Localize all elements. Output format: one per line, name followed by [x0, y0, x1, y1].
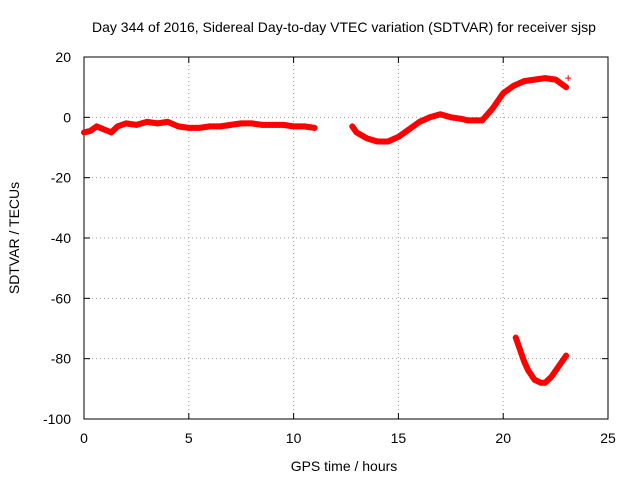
- data-point: [105, 128, 112, 135]
- data-point: [363, 135, 370, 142]
- data-point: [432, 112, 439, 119]
- data-point: [510, 82, 517, 89]
- data-point: [96, 124, 103, 131]
- x-tick-label: 5: [185, 430, 193, 446]
- data-point: [114, 123, 121, 130]
- y-tick-label: -60: [51, 290, 71, 306]
- y-tick-label: -20: [51, 170, 71, 186]
- data-point: [371, 137, 378, 144]
- x-tick-label: 15: [391, 430, 407, 446]
- data-point: [426, 114, 433, 121]
- data-point: [99, 125, 106, 132]
- data-point: [416, 118, 423, 125]
- axis-ticks: 0 5 10 15 20 25 -100 -80 -60 -40 -20 0 20: [43, 49, 616, 446]
- series-outliers: [565, 75, 572, 82]
- y-tick-label: -40: [51, 230, 71, 246]
- chart-title: Day 344 of 2016, Sidereal Day-to-day VTE…: [92, 19, 596, 35]
- x-tick-label: 0: [80, 430, 88, 446]
- series-mid: [349, 75, 570, 145]
- data-point: [520, 355, 527, 362]
- grid-lines: [84, 57, 608, 419]
- x-tick-label: 10: [286, 430, 302, 446]
- data-point: [392, 135, 399, 142]
- data-point: [514, 340, 521, 347]
- data-point: [311, 124, 318, 131]
- x-tick-label: 20: [495, 430, 511, 446]
- data-point: [563, 352, 570, 359]
- data-point: [351, 126, 358, 133]
- y-tick-label: 20: [55, 49, 71, 65]
- data-point: [442, 112, 449, 119]
- data-point: [349, 123, 356, 130]
- data-marks: [81, 75, 572, 386]
- data-point: [164, 118, 171, 125]
- data-point: [387, 137, 394, 144]
- data-point: [84, 128, 91, 135]
- y-axis-label: SDTVAR / TECUs: [6, 182, 22, 294]
- series-low: [512, 334, 570, 386]
- data-point: [512, 334, 519, 341]
- data-point: [429, 113, 436, 120]
- data-point: [516, 346, 523, 353]
- data-point: [136, 121, 143, 128]
- data-point: [563, 84, 570, 91]
- data-point: [81, 129, 87, 136]
- data-point: [102, 127, 109, 134]
- data-point: [366, 136, 373, 143]
- data-point: [390, 136, 397, 143]
- series-main: [81, 118, 318, 136]
- data-point: [93, 123, 100, 130]
- data-point: [531, 376, 538, 383]
- x-axis-label: GPS time / hours: [291, 458, 398, 474]
- data-point: [515, 343, 522, 350]
- data-point: [434, 112, 441, 119]
- data-point: [138, 120, 145, 127]
- data-point: [437, 111, 444, 118]
- data-point: [167, 119, 174, 126]
- data-point: [172, 122, 179, 129]
- outlier-point: [565, 75, 572, 82]
- data-point: [521, 358, 528, 365]
- data-point: [523, 364, 530, 371]
- data-point: [141, 119, 148, 126]
- x-tick-label: 25: [600, 430, 616, 446]
- data-point: [560, 355, 567, 362]
- data-point: [519, 352, 526, 359]
- y-tick-label: -80: [51, 351, 71, 367]
- data-point: [418, 117, 425, 124]
- series-line-mid: [349, 75, 570, 145]
- data-point: [384, 138, 391, 145]
- data-point: [120, 121, 127, 128]
- data-point: [369, 136, 376, 143]
- data-point: [518, 349, 525, 356]
- y-tick-label: 0: [63, 109, 71, 125]
- data-point: [518, 79, 525, 86]
- plot-frame: [83, 56, 609, 420]
- y-tick-label: -100: [43, 411, 71, 427]
- data-point: [513, 81, 520, 88]
- data-point: [117, 122, 124, 129]
- data-point: [461, 116, 468, 123]
- data-point: [522, 361, 529, 368]
- data-point: [515, 80, 522, 87]
- data-point: [439, 112, 446, 119]
- data-point: [421, 116, 428, 123]
- data-point: [445, 113, 452, 120]
- data-point: [424, 115, 431, 122]
- data-point: [534, 378, 541, 385]
- data-point: [133, 121, 140, 128]
- data-point: [170, 121, 177, 128]
- data-point: [513, 337, 520, 344]
- data-point: [458, 115, 465, 122]
